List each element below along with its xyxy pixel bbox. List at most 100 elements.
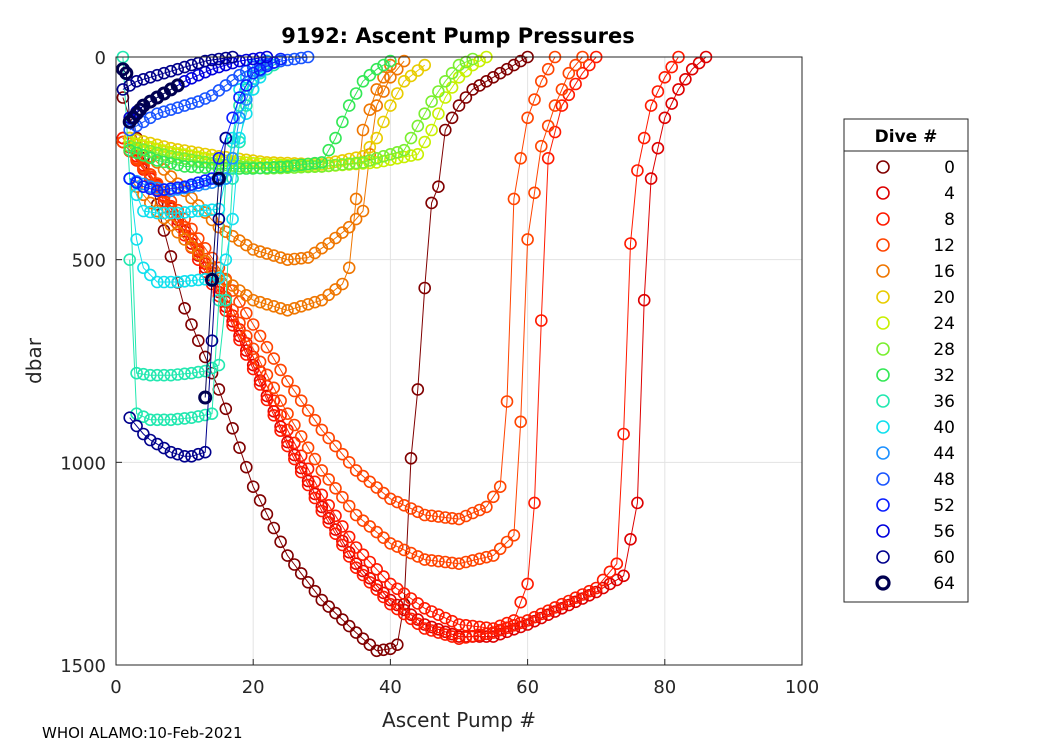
- data-point: [246, 60, 260, 74]
- data-point: [651, 85, 665, 98]
- data-point: [185, 97, 198, 110]
- data-point: [144, 71, 157, 84]
- data-point: [603, 577, 617, 591]
- data-point: [219, 402, 233, 416]
- data-point: [198, 92, 212, 105]
- data-point: [432, 85, 445, 98]
- data-point: [486, 490, 500, 504]
- legend-box: [843, 118, 969, 603]
- legend-marker: [875, 575, 891, 591]
- data-point: [342, 455, 356, 469]
- data-point: [288, 436, 301, 450]
- data-point: [219, 131, 233, 145]
- data-point: [130, 188, 143, 202]
- data-point: [418, 508, 432, 522]
- data-point: [528, 93, 541, 106]
- legend-marker: [876, 524, 890, 538]
- data-point: [178, 60, 191, 74]
- data-point: [294, 465, 308, 479]
- data-point: [240, 329, 253, 343]
- data-point: [192, 95, 205, 108]
- data-point: [171, 368, 184, 381]
- data-point: [390, 638, 404, 652]
- data-point: [672, 83, 685, 96]
- data-point: [267, 299, 281, 313]
- data-point: [363, 571, 377, 585]
- data-point: [459, 555, 473, 569]
- data-point: [233, 441, 246, 455]
- data-point: [384, 148, 397, 161]
- data-point: [137, 180, 150, 193]
- data-point: [253, 378, 267, 391]
- data-point: [150, 437, 164, 451]
- data-point: [308, 491, 322, 505]
- data-point: [301, 297, 315, 311]
- data-point: [308, 584, 322, 598]
- data-point: [541, 119, 555, 133]
- data-point: [322, 431, 336, 445]
- data-point: [356, 123, 370, 137]
- data-point: [192, 204, 205, 218]
- data-point: [130, 176, 143, 189]
- data-point: [246, 243, 260, 256]
- data-point: [315, 156, 329, 169]
- y-axis-label: dbar: [22, 337, 46, 384]
- data-point: [631, 496, 644, 510]
- data-point: [130, 366, 143, 380]
- data-point: [226, 303, 239, 317]
- data-point: [260, 393, 274, 407]
- data-point: [119, 66, 134, 81]
- data-point: [315, 500, 329, 514]
- data-point: [157, 413, 171, 427]
- data-point: [294, 51, 308, 65]
- data-point: [171, 101, 184, 114]
- data-point: [432, 180, 445, 193]
- data-point: [198, 272, 212, 286]
- legend-label: 48: [933, 470, 955, 490]
- data-point: [562, 594, 576, 608]
- data-point: [164, 275, 178, 289]
- data-point: [329, 131, 342, 145]
- data-point: [452, 58, 466, 72]
- data-point: [349, 156, 363, 170]
- data-point: [130, 141, 143, 155]
- data-point: [452, 99, 466, 112]
- data-point: [144, 111, 157, 125]
- data-point: [185, 58, 198, 72]
- data-point: [171, 412, 184, 426]
- data-point: [644, 99, 658, 112]
- data-point: [384, 537, 397, 550]
- data-point: [480, 621, 493, 635]
- data-point: [342, 619, 356, 633]
- data-point: [322, 473, 336, 486]
- x-tick-label: 0: [110, 677, 121, 698]
- data-point: [144, 205, 157, 219]
- data-point: [342, 499, 356, 513]
- series-line: [122, 56, 583, 565]
- data-point: [349, 541, 363, 554]
- data-point: [452, 618, 466, 631]
- legend-label: 32: [933, 366, 955, 386]
- data-point: [370, 131, 384, 145]
- data-point: [123, 143, 136, 157]
- legend-marker: [876, 420, 890, 434]
- data-point: [363, 575, 377, 589]
- legend-label: 52: [933, 496, 955, 516]
- data-point: [377, 590, 390, 604]
- legend-label: 28: [933, 340, 955, 360]
- data-point: [240, 71, 253, 84]
- series-5: [116, 50, 562, 526]
- data-point: [192, 365, 205, 379]
- data-point: [226, 318, 239, 332]
- data-point: [315, 464, 329, 477]
- data-point: [370, 83, 384, 96]
- data-point: [377, 154, 390, 168]
- legend-label: 36: [933, 392, 955, 412]
- data-point: [192, 56, 205, 70]
- data-point: [637, 131, 651, 145]
- data-point: [576, 66, 589, 80]
- data-point: [377, 643, 390, 657]
- data-point: [198, 254, 212, 268]
- data-point: [192, 161, 205, 174]
